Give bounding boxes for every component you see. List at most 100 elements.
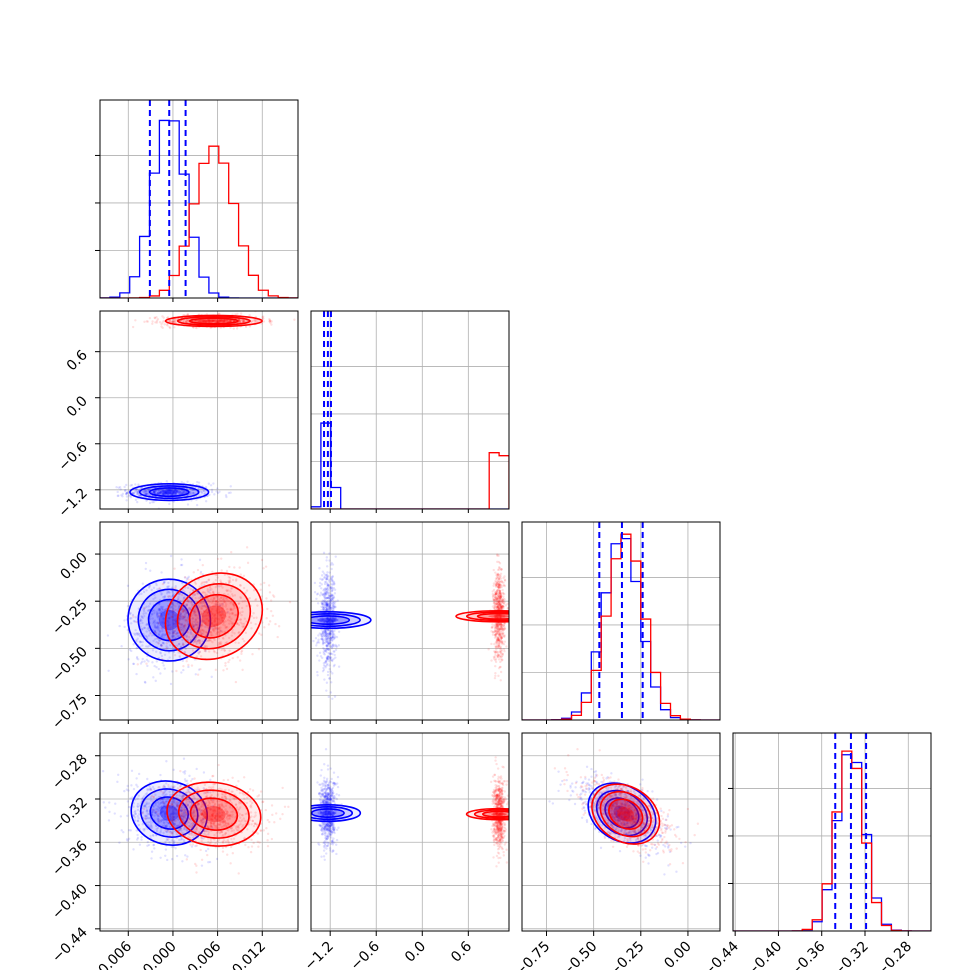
scatter-point bbox=[497, 560, 501, 564]
scatter-point bbox=[498, 644, 501, 648]
scatter-point bbox=[125, 491, 129, 495]
scatter-point bbox=[196, 591, 199, 595]
scatter-point bbox=[188, 824, 192, 827]
scatter-point bbox=[497, 605, 500, 608]
scatter-point bbox=[174, 632, 178, 636]
scatter-point bbox=[493, 606, 497, 609]
scatter-point bbox=[165, 800, 168, 803]
scatter-point bbox=[218, 320, 222, 323]
scatter-point bbox=[193, 319, 197, 322]
scatter-point bbox=[323, 634, 326, 638]
scatter-point bbox=[159, 801, 163, 804]
scatter-point bbox=[231, 603, 235, 606]
scatter-point bbox=[198, 620, 202, 623]
scatter-point bbox=[497, 639, 500, 642]
scatter-point bbox=[326, 603, 329, 606]
scatter-point bbox=[210, 320, 213, 324]
scatter-point bbox=[187, 599, 190, 603]
scatter-point bbox=[216, 630, 220, 634]
scatter-point bbox=[314, 637, 318, 640]
scatter-point bbox=[326, 604, 329, 607]
scatter-point bbox=[217, 610, 220, 614]
scatter-point bbox=[329, 563, 333, 566]
scatter-point bbox=[240, 650, 243, 653]
contour-line bbox=[176, 583, 252, 650]
scatter-point bbox=[500, 636, 503, 640]
scatter-point bbox=[206, 587, 210, 591]
scatter-point bbox=[172, 321, 176, 324]
scatter-point bbox=[169, 493, 172, 496]
scatter-point bbox=[145, 623, 148, 627]
scatter-point bbox=[334, 600, 337, 603]
scatter-point bbox=[208, 605, 211, 608]
scatter-point bbox=[322, 631, 325, 634]
scatter-point bbox=[160, 493, 163, 496]
scatter-point bbox=[157, 616, 160, 619]
scatter-point bbox=[142, 590, 146, 594]
density-level bbox=[138, 589, 201, 651]
contour-line bbox=[137, 588, 201, 652]
scatter-point bbox=[495, 642, 498, 646]
scatter-point bbox=[215, 319, 219, 322]
scatter-point bbox=[182, 319, 185, 322]
scatter-point bbox=[205, 320, 208, 323]
scatter-point bbox=[217, 320, 220, 324]
scatter-point bbox=[174, 614, 177, 617]
scatter-point bbox=[497, 605, 500, 608]
scatter-point bbox=[192, 626, 195, 629]
scatter-point bbox=[321, 643, 325, 646]
scatter-point bbox=[326, 617, 329, 620]
scatter-point bbox=[169, 554, 173, 558]
scatter-point bbox=[331, 629, 334, 632]
scatter-point bbox=[172, 845, 175, 849]
scatter-point bbox=[168, 632, 171, 635]
scatter-point bbox=[321, 606, 325, 609]
scatter-point bbox=[500, 568, 503, 571]
scatter-point bbox=[499, 602, 502, 605]
scatter-point bbox=[131, 491, 134, 495]
scatter-point bbox=[490, 630, 493, 633]
scatter-point bbox=[331, 597, 334, 600]
scatter-point bbox=[166, 624, 170, 628]
scatter-point bbox=[322, 599, 325, 603]
scatter-point bbox=[499, 584, 502, 587]
scatter-point bbox=[334, 656, 337, 659]
scatter-point bbox=[498, 592, 502, 595]
scatter-point bbox=[333, 645, 336, 648]
scatter-point bbox=[329, 608, 332, 612]
scatter-point bbox=[168, 326, 172, 330]
scatter-point bbox=[324, 637, 327, 640]
scatter-point bbox=[193, 639, 197, 642]
scatter-point bbox=[497, 601, 500, 604]
scatter-point bbox=[496, 624, 499, 627]
scatter-point bbox=[200, 612, 203, 616]
scatter-point bbox=[196, 621, 200, 624]
scatter-point bbox=[501, 598, 504, 601]
scatter-point bbox=[322, 588, 326, 591]
scatter-point bbox=[325, 587, 329, 590]
scatter-point bbox=[173, 321, 177, 324]
scatter-point bbox=[175, 489, 179, 493]
scatter-point bbox=[195, 655, 199, 658]
scatter-point bbox=[324, 630, 327, 633]
scatter-point bbox=[182, 313, 186, 317]
scatter-point bbox=[230, 587, 233, 590]
scatter-point bbox=[498, 582, 501, 585]
scatter-point bbox=[328, 664, 331, 667]
scatter-point bbox=[212, 630, 216, 633]
scatter-point bbox=[162, 805, 166, 808]
scatter-point bbox=[208, 860, 212, 864]
scatter-point bbox=[497, 623, 501, 626]
scatter-point bbox=[174, 585, 177, 588]
scatter-point bbox=[193, 636, 196, 639]
scatter-point bbox=[328, 571, 331, 574]
scatter-point bbox=[501, 592, 505, 595]
scatter-point bbox=[230, 621, 233, 624]
scatter-point bbox=[324, 630, 327, 634]
scatter-point bbox=[500, 567, 503, 571]
scatter-point bbox=[218, 320, 221, 323]
scatter-point bbox=[228, 658, 231, 662]
scatter-point bbox=[501, 599, 504, 603]
scatter-point bbox=[501, 652, 505, 656]
scatter-point bbox=[498, 604, 501, 607]
